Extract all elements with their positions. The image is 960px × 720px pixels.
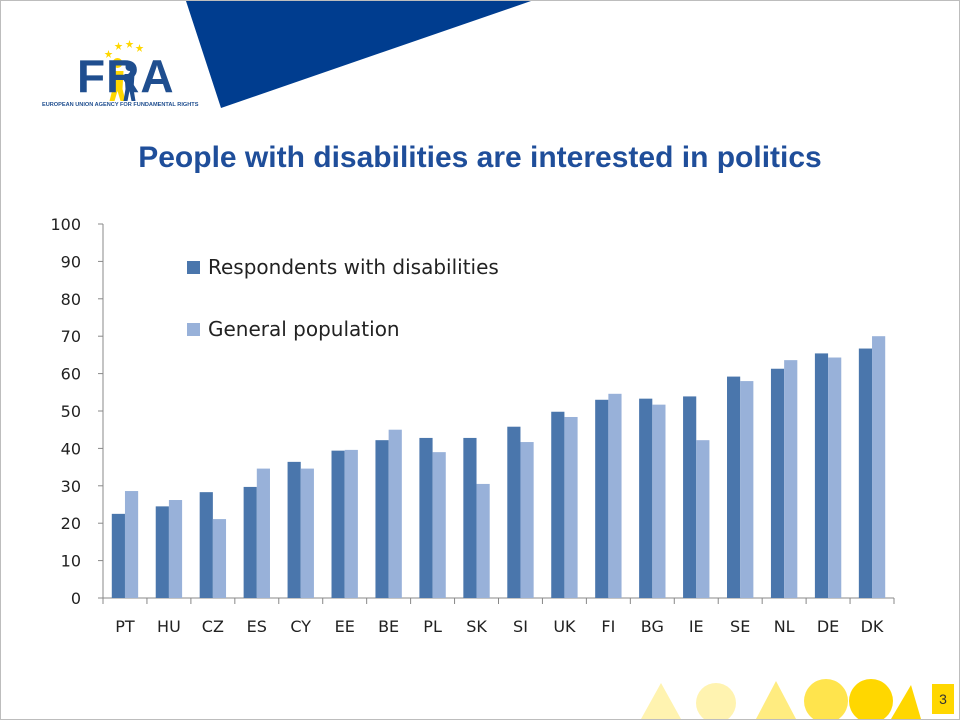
x-tick-label: BG — [641, 617, 664, 636]
bar-respondents-with-disabilities — [331, 450, 345, 598]
bar-respondents-with-disabilities — [858, 348, 873, 598]
bar-general-population — [124, 491, 139, 598]
bar-respondents-with-disabilities — [243, 486, 257, 598]
x-tick-label: FI — [601, 617, 615, 636]
bar-general-population — [784, 360, 798, 598]
bar-respondents-with-disabilities — [199, 492, 213, 598]
bar-respondents-with-disabilities — [507, 426, 521, 598]
bar-respondents-with-disabilities — [463, 437, 477, 598]
bar-general-population — [608, 393, 622, 598]
x-tick-label: UK — [553, 617, 576, 636]
x-tick-label: IE — [689, 617, 704, 636]
x-tick-label: SI — [513, 617, 528, 636]
bar-general-population — [872, 336, 886, 598]
bar-general-population — [564, 416, 578, 598]
y-tick-label: 100 — [50, 215, 81, 234]
bar-respondents-with-disabilities — [287, 461, 301, 598]
y-tick-label: 30 — [61, 477, 81, 496]
x-tick-label: DK — [861, 617, 884, 636]
x-tick-label: HU — [157, 617, 181, 636]
y-tick-label: 60 — [61, 365, 81, 384]
bar-general-population — [344, 449, 358, 598]
page-number: 3 — [932, 684, 954, 714]
x-tick-label: BE — [378, 617, 399, 636]
bar-general-population — [520, 442, 534, 598]
bar-respondents-with-disabilities — [419, 437, 433, 598]
bar-general-population — [828, 357, 842, 598]
y-tick-label: 10 — [61, 552, 81, 571]
bar-general-population — [256, 468, 270, 598]
bar-respondents-with-disabilities — [551, 411, 565, 598]
bar-general-population — [476, 483, 490, 598]
x-tick-label: SE — [730, 617, 750, 636]
x-tick-label: ES — [247, 617, 267, 636]
y-tick-label: 0 — [71, 589, 81, 608]
bar-respondents-with-disabilities — [814, 353, 829, 598]
bar-general-population — [652, 404, 666, 598]
y-tick-label: 90 — [61, 252, 81, 271]
x-tick-label: SK — [466, 617, 487, 636]
x-tick-label: CY — [290, 617, 311, 636]
bar-chart: 0 10 20 30 40 50 60 70 80 90 100 PT HU CZ ES CY EE BE PL SK… — [50, 215, 895, 636]
bar-general-population — [432, 452, 446, 598]
x-tick-label: CZ — [202, 617, 224, 636]
y-tick-label: 80 — [61, 290, 81, 309]
x-tick-label: PL — [423, 617, 442, 636]
bar-general-population — [168, 500, 183, 598]
bar-respondents-with-disabilities — [727, 376, 741, 598]
y-tick-label: 20 — [61, 514, 81, 533]
bar-respondents-with-disabilities — [375, 440, 389, 598]
x-tick-label: DE — [817, 617, 839, 636]
bar-general-population — [740, 381, 754, 598]
legend-label: General population — [208, 317, 400, 341]
bar-respondents-with-disabilities — [639, 398, 653, 598]
x-tick-label: EE — [335, 617, 355, 636]
fra-logo-figures-icon — [104, 40, 144, 101]
bar-respondents-with-disabilities — [770, 368, 785, 598]
bar-respondents-with-disabilities — [595, 399, 609, 598]
bar-general-population — [696, 440, 710, 598]
bar-general-population — [212, 519, 227, 598]
y-tick-label: 70 — [61, 327, 81, 346]
y-tick-label: 40 — [61, 439, 81, 458]
header-banner — [186, 1, 531, 108]
decorative-shapes — [641, 679, 921, 719]
logo-subtitle: EUROPEAN UNION AGENCY FOR FUNDAMENTAL RI… — [42, 102, 199, 108]
bar-respondents-with-disabilities — [111, 513, 125, 598]
bar-respondents-with-disabilities — [683, 396, 697, 598]
x-tick-label: NL — [774, 617, 795, 636]
legend-swatch — [187, 323, 200, 336]
legend-swatch — [187, 261, 200, 274]
x-tick-label: PT — [115, 617, 135, 636]
logo-wordmark: FRA — [77, 50, 175, 102]
bar-general-population — [300, 468, 314, 598]
bar-respondents-with-disabilities — [155, 506, 169, 598]
legend-label: Respondents with disabilities — [208, 255, 499, 279]
y-tick-label: 50 — [61, 402, 81, 421]
bar-general-population — [388, 429, 402, 598]
slide-title: People with disabilities are interested … — [138, 141, 822, 174]
